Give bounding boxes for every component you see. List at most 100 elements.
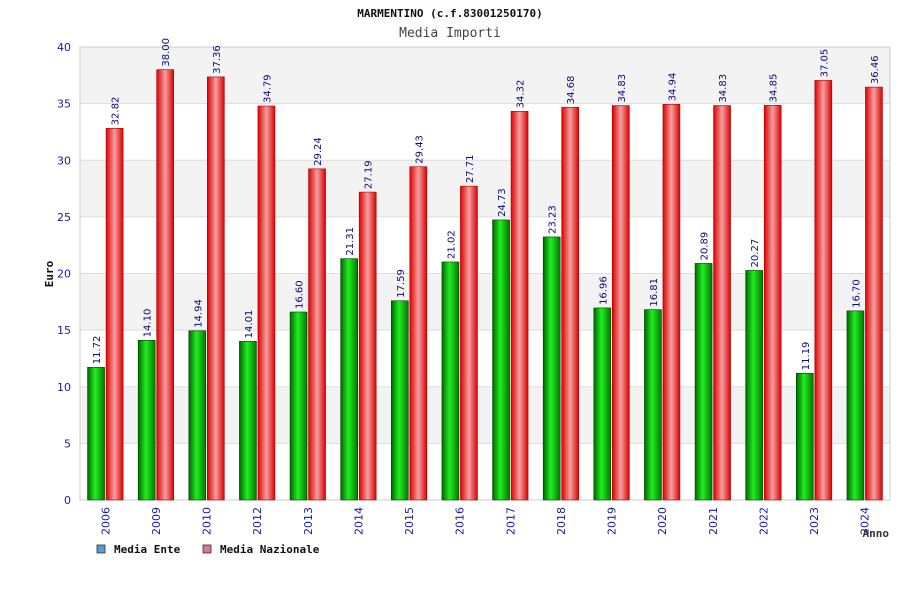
bar-media-ente (542, 236, 561, 501)
y-axis: 0 5 10 15 20 25 30 35 40 (57, 41, 71, 507)
data-label-media-ente: 23.23 (548, 205, 559, 234)
bar-media-ente (796, 372, 814, 501)
y-tick-label: 40 (57, 41, 71, 54)
x-tick-label: 2014 (352, 507, 365, 535)
data-label-media-ente: 20.89 (700, 232, 711, 261)
legend-label-media-ente: Media Ente (114, 543, 181, 556)
legend-label-media-nazionale: Media Nazionale (220, 543, 320, 556)
x-tick-label: 2024 (859, 507, 872, 535)
x-tick-label: 2020 (656, 507, 669, 535)
bar-media-nazionale (662, 104, 681, 501)
bar-media-nazionale (865, 86, 883, 501)
x-axis-label: Anno (863, 527, 890, 540)
data-label-media-nazionale: 37.36 (212, 45, 223, 74)
data-label-media-nazionale: 29.43 (414, 135, 425, 164)
data-labels-group: 11.72 32.82 14.10 38.00 14.94 37.36 14.01 34.79… (92, 38, 881, 370)
data-label-media-nazionale: 34.32 (516, 80, 527, 109)
data-label-media-ente: 16.96 (598, 276, 609, 305)
chart-subtitle: Media Importi (399, 26, 501, 41)
data-label-media-nazionale: 34.83 (617, 74, 628, 103)
data-label-media-nazionale: 34.83 (718, 74, 729, 103)
y-tick-label: 30 (57, 154, 71, 167)
data-label-media-ente: 14.94 (193, 299, 204, 328)
data-label-media-ente: 11.19 (801, 342, 812, 371)
data-label-media-nazionale: 27.71 (465, 155, 476, 184)
bar-media-ente (694, 263, 713, 501)
data-label-media-nazionale: 29.24 (313, 137, 324, 166)
bar-media-ente (593, 307, 612, 501)
data-label-media-ente: 24.73 (497, 188, 508, 217)
bar-media-ente (391, 300, 409, 501)
bar-media-ente (441, 261, 460, 501)
y-tick-label: 25 (57, 211, 71, 224)
bar-media-ente (137, 340, 156, 501)
data-label-media-nazionale: 34.94 (667, 73, 678, 102)
data-label-media-ente: 20.27 (750, 239, 761, 268)
bar-media-ente (846, 310, 865, 501)
data-label-media-ente: 16.60 (295, 280, 306, 309)
data-label-media-nazionale: 27.19 (364, 160, 375, 189)
bar-media-nazionale (510, 111, 529, 501)
data-label-media-ente: 21.02 (446, 230, 457, 259)
bar-media-nazionale (257, 105, 276, 501)
plot-area-border (79, 46, 891, 501)
chart-title: MARMENTINO (c.f.83001250170) (357, 7, 542, 20)
bar-media-nazionale (409, 166, 428, 501)
bars-group (87, 69, 883, 501)
x-tick-label: 2013 (302, 507, 315, 535)
bar-media-nazionale (814, 80, 833, 501)
data-label-media-nazionale: 37.05 (819, 49, 830, 78)
bar-media-ente (340, 258, 358, 501)
data-label-media-nazionale: 36.46 (870, 55, 881, 84)
legend-swatch-media-nazionale (202, 544, 212, 554)
x-tick-label: 2021 (707, 507, 720, 535)
x-tick-label: 2012 (251, 507, 264, 535)
x-tick-label: 2017 (504, 507, 517, 535)
x-tick-label: 2023 (808, 507, 821, 535)
legend: Media Ente Media Nazionale (96, 543, 320, 556)
y-tick-label: 15 (57, 324, 71, 337)
y-tick-label: 20 (57, 268, 71, 281)
data-label-media-nazionale: 38.00 (161, 38, 172, 67)
data-label-media-ente: 21.31 (345, 227, 356, 256)
x-tick-label: 2009 (150, 507, 163, 535)
bar-media-nazionale (460, 185, 478, 501)
x-tick-label: 2022 (757, 507, 770, 535)
bar-media-nazionale (308, 168, 326, 501)
y-axis-label: Euro (43, 260, 56, 287)
data-label-media-nazionale: 34.85 (769, 74, 780, 103)
bar-media-nazionale (207, 76, 225, 501)
x-axis: 2006 2009 2010 2012 2013 2014 2015 2016 2017 2018… (99, 507, 871, 535)
data-label-media-ente: 14.01 (244, 310, 255, 339)
x-tick-label: 2015 (403, 507, 416, 535)
bar-media-nazionale (713, 105, 731, 501)
x-tick-label: 2019 (606, 507, 619, 535)
bar-media-ente (745, 270, 763, 501)
data-label-media-nazionale: 34.68 (566, 76, 577, 105)
bar-media-nazionale (105, 128, 124, 501)
y-tick-label: 0 (64, 494, 71, 507)
legend-swatch-media-ente (96, 544, 106, 554)
x-tick-label: 2018 (555, 507, 568, 535)
y-tick-label: 35 (57, 98, 71, 111)
data-label-media-nazionale: 32.82 (111, 97, 122, 126)
data-label-media-ente: 16.70 (851, 279, 862, 308)
bar-media-ente (188, 330, 207, 501)
bar-media-ente (289, 311, 308, 501)
y-tick-label: 5 (64, 437, 71, 450)
bar-media-ente (239, 341, 257, 501)
x-tick-label: 2010 (201, 507, 214, 535)
data-label-media-nazionale: 34.79 (262, 74, 273, 103)
x-tick-label: 2016 (454, 507, 467, 535)
bar-media-nazionale (358, 191, 377, 501)
bar-media-ente (644, 309, 662, 501)
bar-media-ente (492, 219, 510, 501)
bar-media-nazionale (561, 106, 579, 501)
data-label-media-ente: 17.59 (396, 269, 407, 298)
x-tick-label: 2006 (99, 507, 112, 535)
data-label-media-ente: 14.10 (143, 309, 154, 338)
data-label-media-ente: 16.81 (649, 278, 660, 307)
data-label-media-ente: 11.72 (92, 336, 103, 365)
bar-media-nazionale (763, 105, 782, 501)
